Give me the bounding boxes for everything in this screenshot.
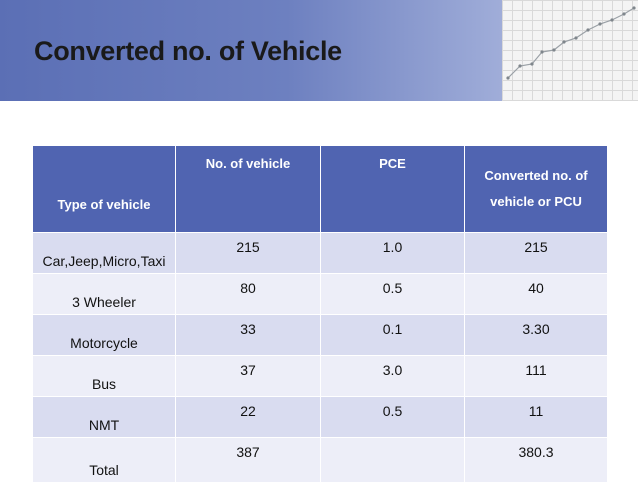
cell-type: NMT	[32, 396, 176, 438]
table-row: 3 Wheeler 80 0.5 40	[32, 273, 608, 315]
cell-type: Car,Jeep,Micro,Taxi	[32, 232, 176, 274]
cell-type: Total	[32, 437, 176, 483]
cell-pce: 0.1	[320, 314, 465, 356]
cell-type: Motorcycle	[32, 314, 176, 356]
cell-pce: 1.0	[320, 232, 465, 274]
header-count: No. of vehicle	[175, 145, 321, 233]
cell-pce: 0.5	[320, 396, 465, 438]
cell-count: 22	[175, 396, 321, 438]
cell-pce: 0.5	[320, 273, 465, 315]
header-pce: PCE	[320, 145, 465, 233]
cell-pce: 3.0	[320, 355, 465, 397]
cell-count: 387	[175, 437, 321, 483]
table-row: Car,Jeep,Micro,Taxi 215 1.0 215	[32, 232, 608, 274]
header-converted-line1: Converted no. of	[484, 168, 588, 183]
table-header-row: Type of vehicle No. of vehicle PCE Conve…	[32, 145, 608, 233]
table-row: Bus 37 3.0 111	[32, 355, 608, 397]
cell-type: Bus	[32, 355, 176, 397]
line-graph-icon	[506, 6, 636, 80]
cell-converted: 11	[464, 396, 608, 438]
vehicle-table: Type of vehicle No. of vehicle PCE Conve…	[32, 145, 608, 483]
cell-converted: 215	[464, 232, 608, 274]
header-converted: Converted no. of vehicle or PCU	[464, 145, 608, 233]
table-row: NMT 22 0.5 11	[32, 396, 608, 438]
cell-type: 3 Wheeler	[32, 273, 176, 315]
cell-converted: 111	[464, 355, 608, 397]
graph-paper-decoration	[502, 0, 638, 101]
header-type: Type of vehicle	[32, 145, 176, 233]
cell-converted: 3.30	[464, 314, 608, 356]
cell-count: 80	[175, 273, 321, 315]
cell-count: 33	[175, 314, 321, 356]
cell-pce	[320, 437, 465, 483]
table-row: Motorcycle 33 0.1 3.30	[32, 314, 608, 356]
header-converted-line2: vehicle or PCU	[490, 194, 582, 209]
cell-converted: 380.3	[464, 437, 608, 483]
slide-title: Converted no. of Vehicle	[34, 36, 342, 66]
cell-converted: 40	[464, 273, 608, 315]
cell-count: 37	[175, 355, 321, 397]
table-row-total: Total 387 380.3	[32, 437, 608, 483]
cell-count: 215	[175, 232, 321, 274]
